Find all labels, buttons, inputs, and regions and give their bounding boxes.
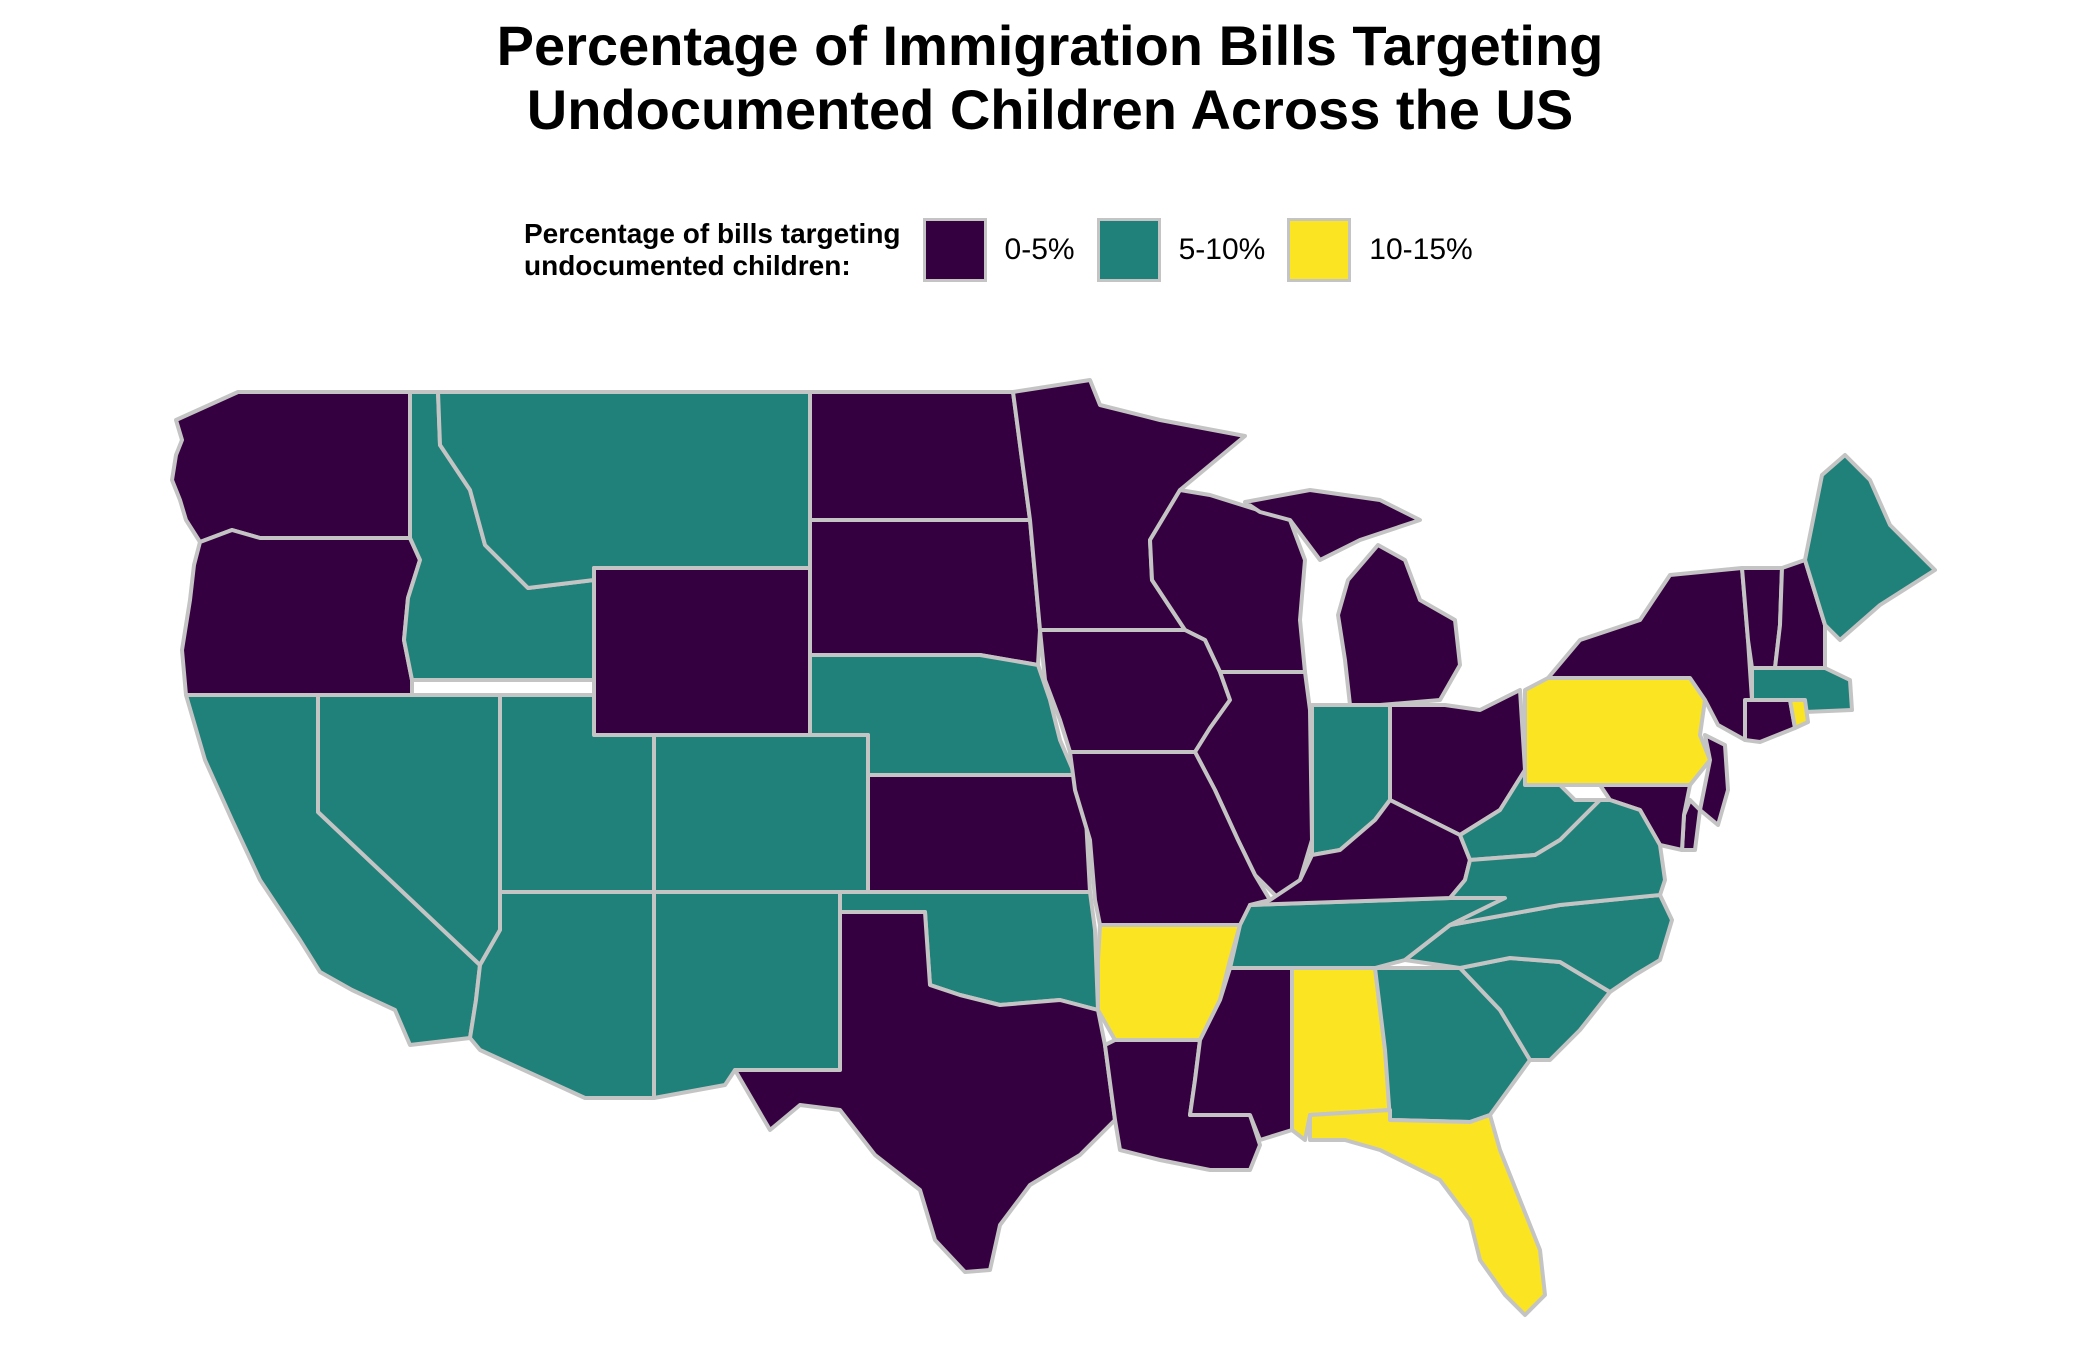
state-colorado	[652, 733, 870, 894]
state-washington	[170, 390, 412, 544]
state-wisconsin	[1148, 488, 1307, 674]
state-south-dakota	[808, 518, 1042, 667]
state-connecticut	[1743, 698, 1797, 744]
legend-swatch-10-15	[1287, 218, 1352, 282]
state-maine	[1803, 453, 1937, 642]
legend-label-5-10: 5-10%	[1178, 233, 1266, 266]
legend-item-5-10: 5-10%	[1096, 218, 1266, 282]
state-virginia	[1448, 798, 1667, 927]
state-michigan	[1243, 488, 1462, 707]
legend-swatch-5-10	[1096, 218, 1161, 282]
legend: Percentage of bills targeting undocument…	[524, 214, 1495, 286]
legend-label-0-5: 0-5%	[1004, 233, 1075, 266]
legend-label-10-15: 10-15%	[1369, 233, 1473, 266]
state-rhode-island	[1788, 698, 1810, 730]
legend-item-10-15: 10-15%	[1287, 218, 1473, 282]
legend-swatch-0-5	[922, 218, 987, 282]
legend-title-line-2: undocumented children:	[524, 250, 851, 281]
state-texas	[733, 910, 1117, 1274]
chart-title-line-1: Percentage of Immigration Bills Targetin…	[496, 14, 1604, 77]
chart-title: Percentage of Immigration Bills Targetin…	[0, 14, 2100, 142]
legend-title: Percentage of bills targeting undocument…	[524, 218, 901, 282]
state-new-jersey	[1698, 733, 1730, 827]
state-iowa	[1038, 628, 1232, 754]
state-pennsylvania	[1523, 676, 1712, 787]
state-kansas	[866, 773, 1092, 894]
state-north-dakota	[808, 390, 1032, 522]
state-wyoming	[592, 566, 812, 737]
state-new-mexico	[652, 890, 842, 1100]
chart-title-line-2: Undocumented Children Across the US	[526, 78, 1574, 141]
state-oregon	[180, 528, 422, 697]
legend-title-line-1: Percentage of bills targeting	[524, 218, 901, 249]
state-florida	[1308, 1108, 1547, 1317]
legend-item-0-5: 0-5%	[922, 218, 1075, 282]
